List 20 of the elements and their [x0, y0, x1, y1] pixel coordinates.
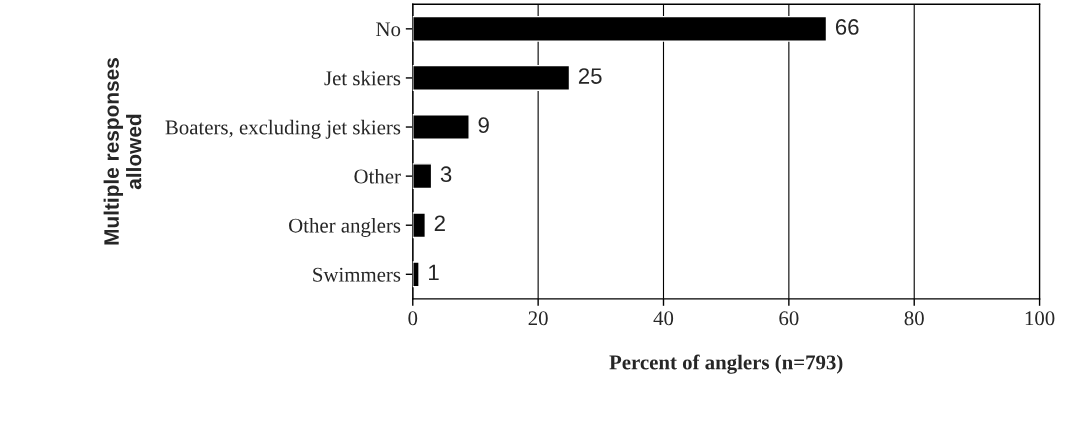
- x-tick-label: 0: [408, 311, 418, 326]
- y-tick-label: Swimmers: [313, 267, 401, 282]
- y-tick-label: Other anglers: [289, 217, 401, 237]
- data-label: 25: [578, 68, 602, 84]
- data-label: 3: [440, 166, 452, 183]
- x-tick-label: 60: [779, 311, 799, 326]
- x-tick-label: 20: [528, 311, 548, 326]
- data-label: 66: [835, 19, 859, 35]
- x-tick-label: 40: [653, 311, 674, 326]
- data-label: 1: [429, 264, 439, 281]
- data-label: 2: [434, 215, 445, 231]
- y-tick-label: Boaters, excluding jet skiers: [165, 119, 401, 139]
- x-tick-label: 100: [1025, 311, 1055, 326]
- y-tick-label: Other: [354, 168, 401, 184]
- y-tick-label: Jet skiers: [324, 70, 401, 86]
- y-tick-label: No: [376, 22, 401, 37]
- data-label: 9: [478, 117, 489, 133]
- x-axis-title: Percent of anglers (n=793): [609, 354, 843, 374]
- y-axis-title: Multiple responses allowed: [103, 58, 142, 245]
- x-tick-label: 80: [904, 311, 924, 326]
